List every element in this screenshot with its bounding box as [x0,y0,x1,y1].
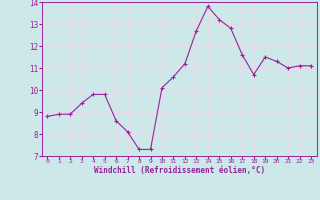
X-axis label: Windchill (Refroidissement éolien,°C): Windchill (Refroidissement éolien,°C) [94,166,265,175]
